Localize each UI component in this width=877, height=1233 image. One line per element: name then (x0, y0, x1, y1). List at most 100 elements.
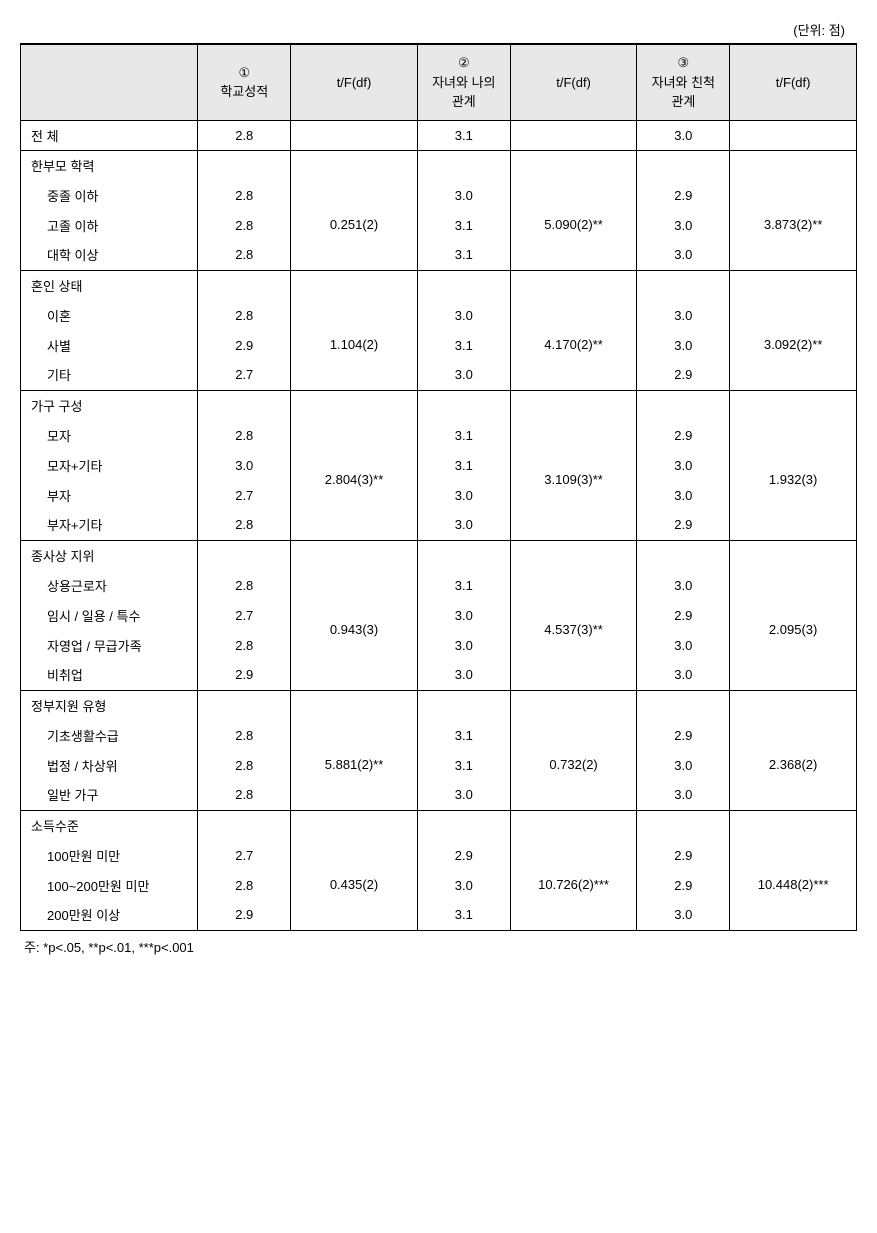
cell-value: 3.1 (417, 900, 510, 930)
cell-value (417, 540, 510, 570)
row-label: 100만원 미만 (21, 840, 198, 870)
cell-stat: 1.932(3) (730, 420, 857, 540)
table-row: 기초생활수급2.85.881(2)**3.10.732(2)2.92.368(2… (21, 720, 857, 750)
data-table: ①학교성적 t/F(df) ②자녀와 나의관계 t/F(df) ③자녀와 친척관… (20, 43, 857, 931)
cell-stat (291, 270, 418, 300)
cell-value: 2.8 (198, 570, 291, 600)
cell-value: 3.0 (417, 660, 510, 690)
cell-value: 3.0 (637, 570, 730, 600)
cell-stat (730, 810, 857, 840)
cell-value: 3.0 (417, 600, 510, 630)
row-label: 기초생활수급 (21, 720, 198, 750)
cell-value (417, 150, 510, 180)
table-body: 전 체2.83.13.0한부모 학력중졸 이하2.80.251(2)3.05.0… (21, 120, 857, 930)
cell-value: 2.9 (198, 330, 291, 360)
cell-value: 3.0 (637, 480, 730, 510)
cell-value: 3.1 (417, 570, 510, 600)
cell-value: 2.9 (637, 180, 730, 210)
table-row: 모자2.82.804(3)**3.13.109(3)**2.91.932(3) (21, 420, 857, 450)
cell-value: 2.9 (417, 840, 510, 870)
cell-stat (291, 810, 418, 840)
cell-value: 3.0 (417, 510, 510, 540)
cell-stat: 3.109(3)** (510, 420, 637, 540)
table-row-group-header: 가구 구성 (21, 390, 857, 420)
row-label: 기타 (21, 360, 198, 390)
table-row: 이혼2.81.104(2)3.04.170(2)**3.03.092(2)** (21, 300, 857, 330)
row-label: 이혼 (21, 300, 198, 330)
cell-value: 2.8 (198, 870, 291, 900)
cell-value (417, 270, 510, 300)
row-label: 대학 이상 (21, 240, 198, 270)
cell-value: 2.7 (198, 600, 291, 630)
cell-stat: 0.943(3) (291, 570, 418, 690)
cell-stat (291, 540, 418, 570)
group-title: 한부모 학력 (21, 150, 198, 180)
table-row: 중졸 이하2.80.251(2)3.05.090(2)**2.93.873(2)… (21, 180, 857, 210)
cell-value: 3.1 (417, 750, 510, 780)
cell-value: 3.0 (417, 180, 510, 210)
cell-value (637, 150, 730, 180)
cell-stat: 10.726(2)*** (510, 840, 637, 930)
cell-stat: 4.170(2)** (510, 300, 637, 390)
cell-value: 2.9 (637, 360, 730, 390)
cell-value: 3.1 (417, 330, 510, 360)
cell-value: 2.9 (637, 510, 730, 540)
cell-value: 2.8 (198, 120, 291, 150)
cell-stat (730, 150, 857, 180)
row-label: 200만원 이상 (21, 900, 198, 930)
cell-stat: 0.732(2) (510, 720, 637, 810)
cell-value (198, 150, 291, 180)
row-label: 전 체 (21, 120, 198, 150)
cell-value (637, 540, 730, 570)
table-row-group-header: 정부지원 유형 (21, 690, 857, 720)
cell-value: 2.7 (198, 360, 291, 390)
cell-value: 3.0 (417, 300, 510, 330)
row-label: 사별 (21, 330, 198, 360)
cell-value: 3.0 (637, 900, 730, 930)
cell-stat (510, 270, 637, 300)
header-col1: ①학교성적 (198, 44, 291, 120)
unit-label: (단위: 점) (20, 20, 857, 39)
table-row-group-header: 종사상 지위 (21, 540, 857, 570)
cell-value: 2.8 (198, 780, 291, 810)
table-row-group-header: 한부모 학력 (21, 150, 857, 180)
cell-value: 2.9 (637, 420, 730, 450)
cell-stat (510, 120, 637, 150)
cell-value: 3.0 (417, 780, 510, 810)
cell-value: 3.0 (417, 360, 510, 390)
row-label: 상용근로자 (21, 570, 198, 600)
header-col2: ②자녀와 나의관계 (417, 44, 510, 120)
cell-stat: 2.804(3)** (291, 420, 418, 540)
row-label: 중졸 이하 (21, 180, 198, 210)
cell-value: 2.9 (637, 600, 730, 630)
cell-value: 3.0 (417, 870, 510, 900)
row-label: 모자 (21, 420, 198, 450)
row-label: 자영업 / 무급가족 (21, 630, 198, 660)
cell-stat: 3.092(2)** (730, 300, 857, 390)
cell-value: 2.8 (198, 240, 291, 270)
cell-value: 3.1 (417, 210, 510, 240)
cell-stat (730, 690, 857, 720)
header-stat2: t/F(df) (510, 44, 637, 120)
cell-value (637, 690, 730, 720)
cell-stat (730, 540, 857, 570)
cell-stat: 2.368(2) (730, 720, 857, 810)
cell-stat (510, 690, 637, 720)
row-label: 부자 (21, 480, 198, 510)
cell-value: 3.1 (417, 240, 510, 270)
cell-value: 2.8 (198, 510, 291, 540)
cell-value: 2.8 (198, 300, 291, 330)
cell-value: 3.0 (417, 630, 510, 660)
cell-value (198, 810, 291, 840)
cell-value (417, 690, 510, 720)
cell-value: 2.7 (198, 840, 291, 870)
cell-value: 2.8 (198, 210, 291, 240)
cell-value (637, 390, 730, 420)
table-header: ①학교성적 t/F(df) ②자녀와 나의관계 t/F(df) ③자녀와 친척관… (21, 44, 857, 120)
cell-stat (291, 690, 418, 720)
cell-value: 3.0 (637, 630, 730, 660)
cell-stat: 0.251(2) (291, 180, 418, 270)
cell-value: 2.9 (198, 900, 291, 930)
cell-value (198, 390, 291, 420)
cell-stat (291, 150, 418, 180)
